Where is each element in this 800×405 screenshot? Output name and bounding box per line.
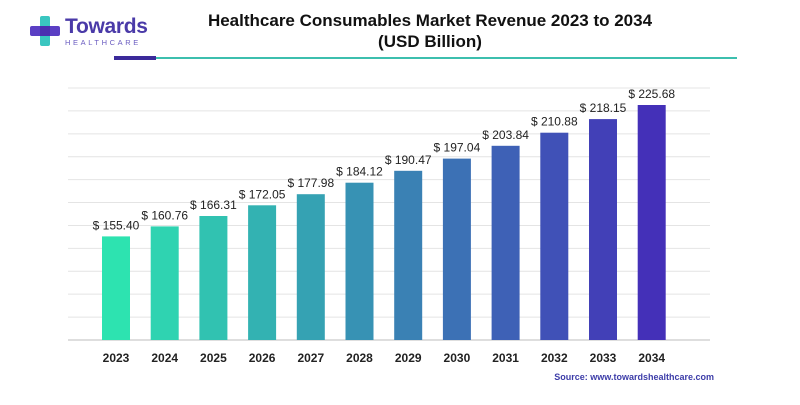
data-label-2032: $ 210.88 bbox=[531, 115, 578, 129]
data-label-2031: $ 203.84 bbox=[482, 128, 529, 142]
chart-title-line2: (USD Billion) bbox=[378, 32, 482, 51]
data-label-2034: $ 225.68 bbox=[628, 87, 675, 101]
x-tick-label-2030: 2030 bbox=[444, 351, 471, 365]
bar-2034 bbox=[637, 105, 666, 340]
bar-2032 bbox=[540, 132, 569, 340]
chart-title-line1: Healthcare Consumables Market Revenue 20… bbox=[207, 11, 653, 30]
cross-logo-icon bbox=[30, 16, 60, 47]
bar-2033 bbox=[589, 119, 617, 340]
bar-2024 bbox=[150, 226, 179, 340]
data-label-2023: $ 155.40 bbox=[93, 218, 140, 232]
x-tick-label-2026: 2026 bbox=[249, 351, 276, 365]
brand-logo: Towards HEALTHCARE bbox=[30, 16, 148, 47]
x-tick-label-2025: 2025 bbox=[200, 351, 227, 365]
data-label-2033: $ 218.15 bbox=[580, 101, 627, 115]
bar-2031 bbox=[491, 145, 520, 340]
header-divider bbox=[114, 57, 737, 59]
data-label-2029: $ 190.47 bbox=[385, 153, 432, 167]
x-tick-label-2023: 2023 bbox=[103, 351, 130, 365]
bar-2026 bbox=[248, 205, 277, 340]
x-tick-label-2028: 2028 bbox=[346, 351, 373, 365]
data-label-2028: $ 184.12 bbox=[336, 165, 383, 179]
data-label-2027: $ 177.98 bbox=[287, 176, 334, 190]
x-tick-label-2027: 2027 bbox=[297, 351, 324, 365]
bar-2023 bbox=[102, 236, 130, 340]
data-label-2024: $ 160.76 bbox=[141, 208, 188, 222]
data-label-2025: $ 166.31 bbox=[190, 198, 237, 212]
bar-2030 bbox=[442, 158, 471, 340]
bar-2025 bbox=[199, 216, 228, 340]
logo-name: Towards bbox=[65, 15, 148, 38]
x-tick-label-2033: 2033 bbox=[590, 351, 617, 365]
x-tick-label-2032: 2032 bbox=[541, 351, 568, 365]
header-divider-accent bbox=[114, 56, 156, 60]
x-tick-label-2024: 2024 bbox=[151, 351, 178, 365]
bar-2028 bbox=[345, 182, 374, 340]
bar-2029 bbox=[394, 170, 423, 340]
data-label-2030: $ 197.04 bbox=[434, 141, 481, 155]
bar-2027 bbox=[296, 194, 325, 340]
x-tick-label-2029: 2029 bbox=[395, 351, 422, 365]
data-label-2026: $ 172.05 bbox=[239, 187, 286, 201]
x-tick-label-2034: 2034 bbox=[638, 351, 665, 365]
chart-title: Healthcare Consumables Market Revenue 20… bbox=[190, 10, 670, 52]
logo-subtitle: HEALTHCARE bbox=[65, 38, 141, 47]
source-note: Source: www.towardshealthcare.com bbox=[554, 372, 714, 382]
x-tick-label-2031: 2031 bbox=[492, 351, 519, 365]
